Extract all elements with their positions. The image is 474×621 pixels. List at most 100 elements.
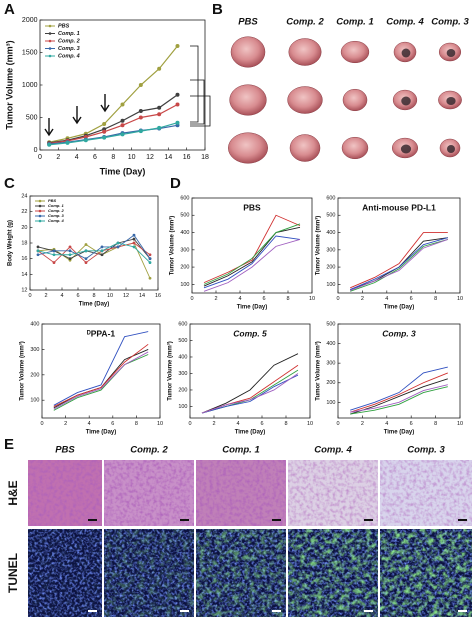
series-line — [201, 374, 299, 414]
data-point — [120, 118, 125, 123]
y-tick-label: 400 — [326, 341, 335, 347]
y-tick-label: 200 — [180, 265, 189, 271]
tunel-signal — [28, 529, 102, 617]
x-tick-label: 6 — [262, 296, 265, 302]
x-tick-label: 6 — [76, 293, 79, 299]
y-tick-label: 500 — [326, 321, 335, 327]
tumor-photo — [342, 88, 368, 112]
histology-column-label: PBS — [55, 445, 75, 456]
he-texture — [288, 460, 378, 526]
x-tick-label: 10 — [457, 296, 463, 302]
data-point — [68, 245, 72, 249]
legend-marker — [38, 219, 42, 223]
y-tick-label: 500 — [178, 338, 187, 344]
series-line — [203, 239, 301, 292]
y-tick-label: 22 — [21, 209, 27, 215]
panel-letter: B — [212, 1, 223, 18]
data-point — [68, 253, 72, 257]
x-tick-label: 18 — [201, 154, 209, 161]
plot-frame — [337, 197, 461, 294]
y-tick-label: 400 — [30, 321, 39, 327]
data-point — [100, 245, 104, 249]
series-line — [201, 373, 299, 414]
data-point — [138, 115, 143, 120]
histology-column-label: Comp. 4 — [314, 445, 352, 456]
tumor-photo — [288, 38, 322, 66]
tunel-signal — [288, 529, 378, 617]
series-line — [350, 378, 448, 415]
photo-column-label: PBS — [238, 17, 258, 28]
series-line — [37, 242, 151, 263]
x-tick-label: 4 — [88, 421, 91, 427]
data-point — [138, 83, 143, 87]
y-axis-label: Body Weight (g) — [8, 220, 14, 266]
tumor-photo — [340, 40, 370, 64]
histology-row-label: TUNEL — [6, 553, 20, 593]
y-tick-label: 500 — [180, 213, 189, 219]
legend-label: Comp. 1 — [58, 31, 80, 37]
data-point — [36, 245, 40, 249]
x-tick-label: 12 — [146, 154, 154, 161]
y-tick-label: 200 — [178, 387, 187, 393]
series-line — [53, 348, 149, 409]
x-tick-label: 8 — [284, 421, 287, 427]
series-line — [350, 239, 448, 291]
data-point — [52, 253, 56, 257]
data-point — [36, 249, 40, 253]
y-tick-label: 2000 — [22, 17, 38, 24]
x-tick-label: 0 — [190, 296, 193, 302]
y-tick-label: 100 — [180, 282, 189, 288]
y-axis-label: Tumor Volume (mm³) — [19, 341, 26, 400]
x-tick-label: 10 — [307, 421, 313, 427]
photo-column-label: Comp. 4 — [386, 17, 424, 28]
x-tick-label: 8 — [434, 421, 437, 427]
y-tick-label: 600 — [326, 195, 335, 201]
y-tick-label: 20 — [21, 225, 27, 231]
x-tick-label: 8 — [434, 296, 437, 302]
panel-letter: C — [4, 175, 15, 192]
data-point — [84, 243, 88, 246]
data-point — [65, 140, 70, 145]
y-axis-label: Tumor Volume (mm³) — [315, 216, 322, 275]
legend-label: PBS — [48, 198, 57, 203]
y-tick-label: 16 — [21, 256, 27, 262]
y-tick-label: 100 — [30, 398, 39, 404]
data-point — [132, 245, 136, 249]
data-point — [132, 237, 136, 241]
plot-frame — [191, 197, 313, 294]
series-line — [203, 226, 301, 287]
legend-label: Comp. 3 — [58, 46, 80, 52]
series-line — [350, 386, 448, 415]
x-tick-label: 6 — [111, 421, 114, 427]
he-texture — [104, 460, 194, 526]
x-tick-label: 14 — [164, 154, 172, 161]
y-tick-label: 300 — [30, 347, 39, 353]
panel-letter: D — [170, 175, 181, 192]
y-tick-label: 1000 — [22, 82, 38, 89]
series-line — [203, 214, 301, 284]
x-tick-label: 6 — [93, 154, 97, 161]
chart-title: Comp. 3 — [382, 328, 416, 338]
data-point — [52, 261, 56, 264]
data-point — [120, 102, 125, 107]
x-tick-label: 0 — [336, 421, 339, 427]
data-point — [68, 257, 72, 261]
y-tick-label: 24 — [21, 193, 27, 199]
legend-marker — [38, 209, 42, 213]
data-point — [157, 66, 162, 71]
data-point — [148, 257, 152, 261]
data-point — [116, 241, 120, 245]
histology-row-label: H&E — [6, 480, 20, 505]
dose-arrows — [44, 94, 110, 137]
x-axis-label: Time (Day) — [237, 305, 268, 311]
y-tick-label: 400 — [180, 230, 189, 236]
x-tick-label: 12 — [123, 293, 129, 299]
x-tick-label: 2 — [361, 296, 364, 302]
x-tick-label: 6 — [410, 421, 413, 427]
x-tick-label: 0 — [28, 293, 31, 299]
x-tick-label: 16 — [183, 154, 191, 161]
data-point — [132, 233, 136, 237]
series-line — [350, 232, 448, 289]
tumor-photo — [287, 86, 323, 114]
x-tick-label: 10 — [157, 421, 163, 427]
